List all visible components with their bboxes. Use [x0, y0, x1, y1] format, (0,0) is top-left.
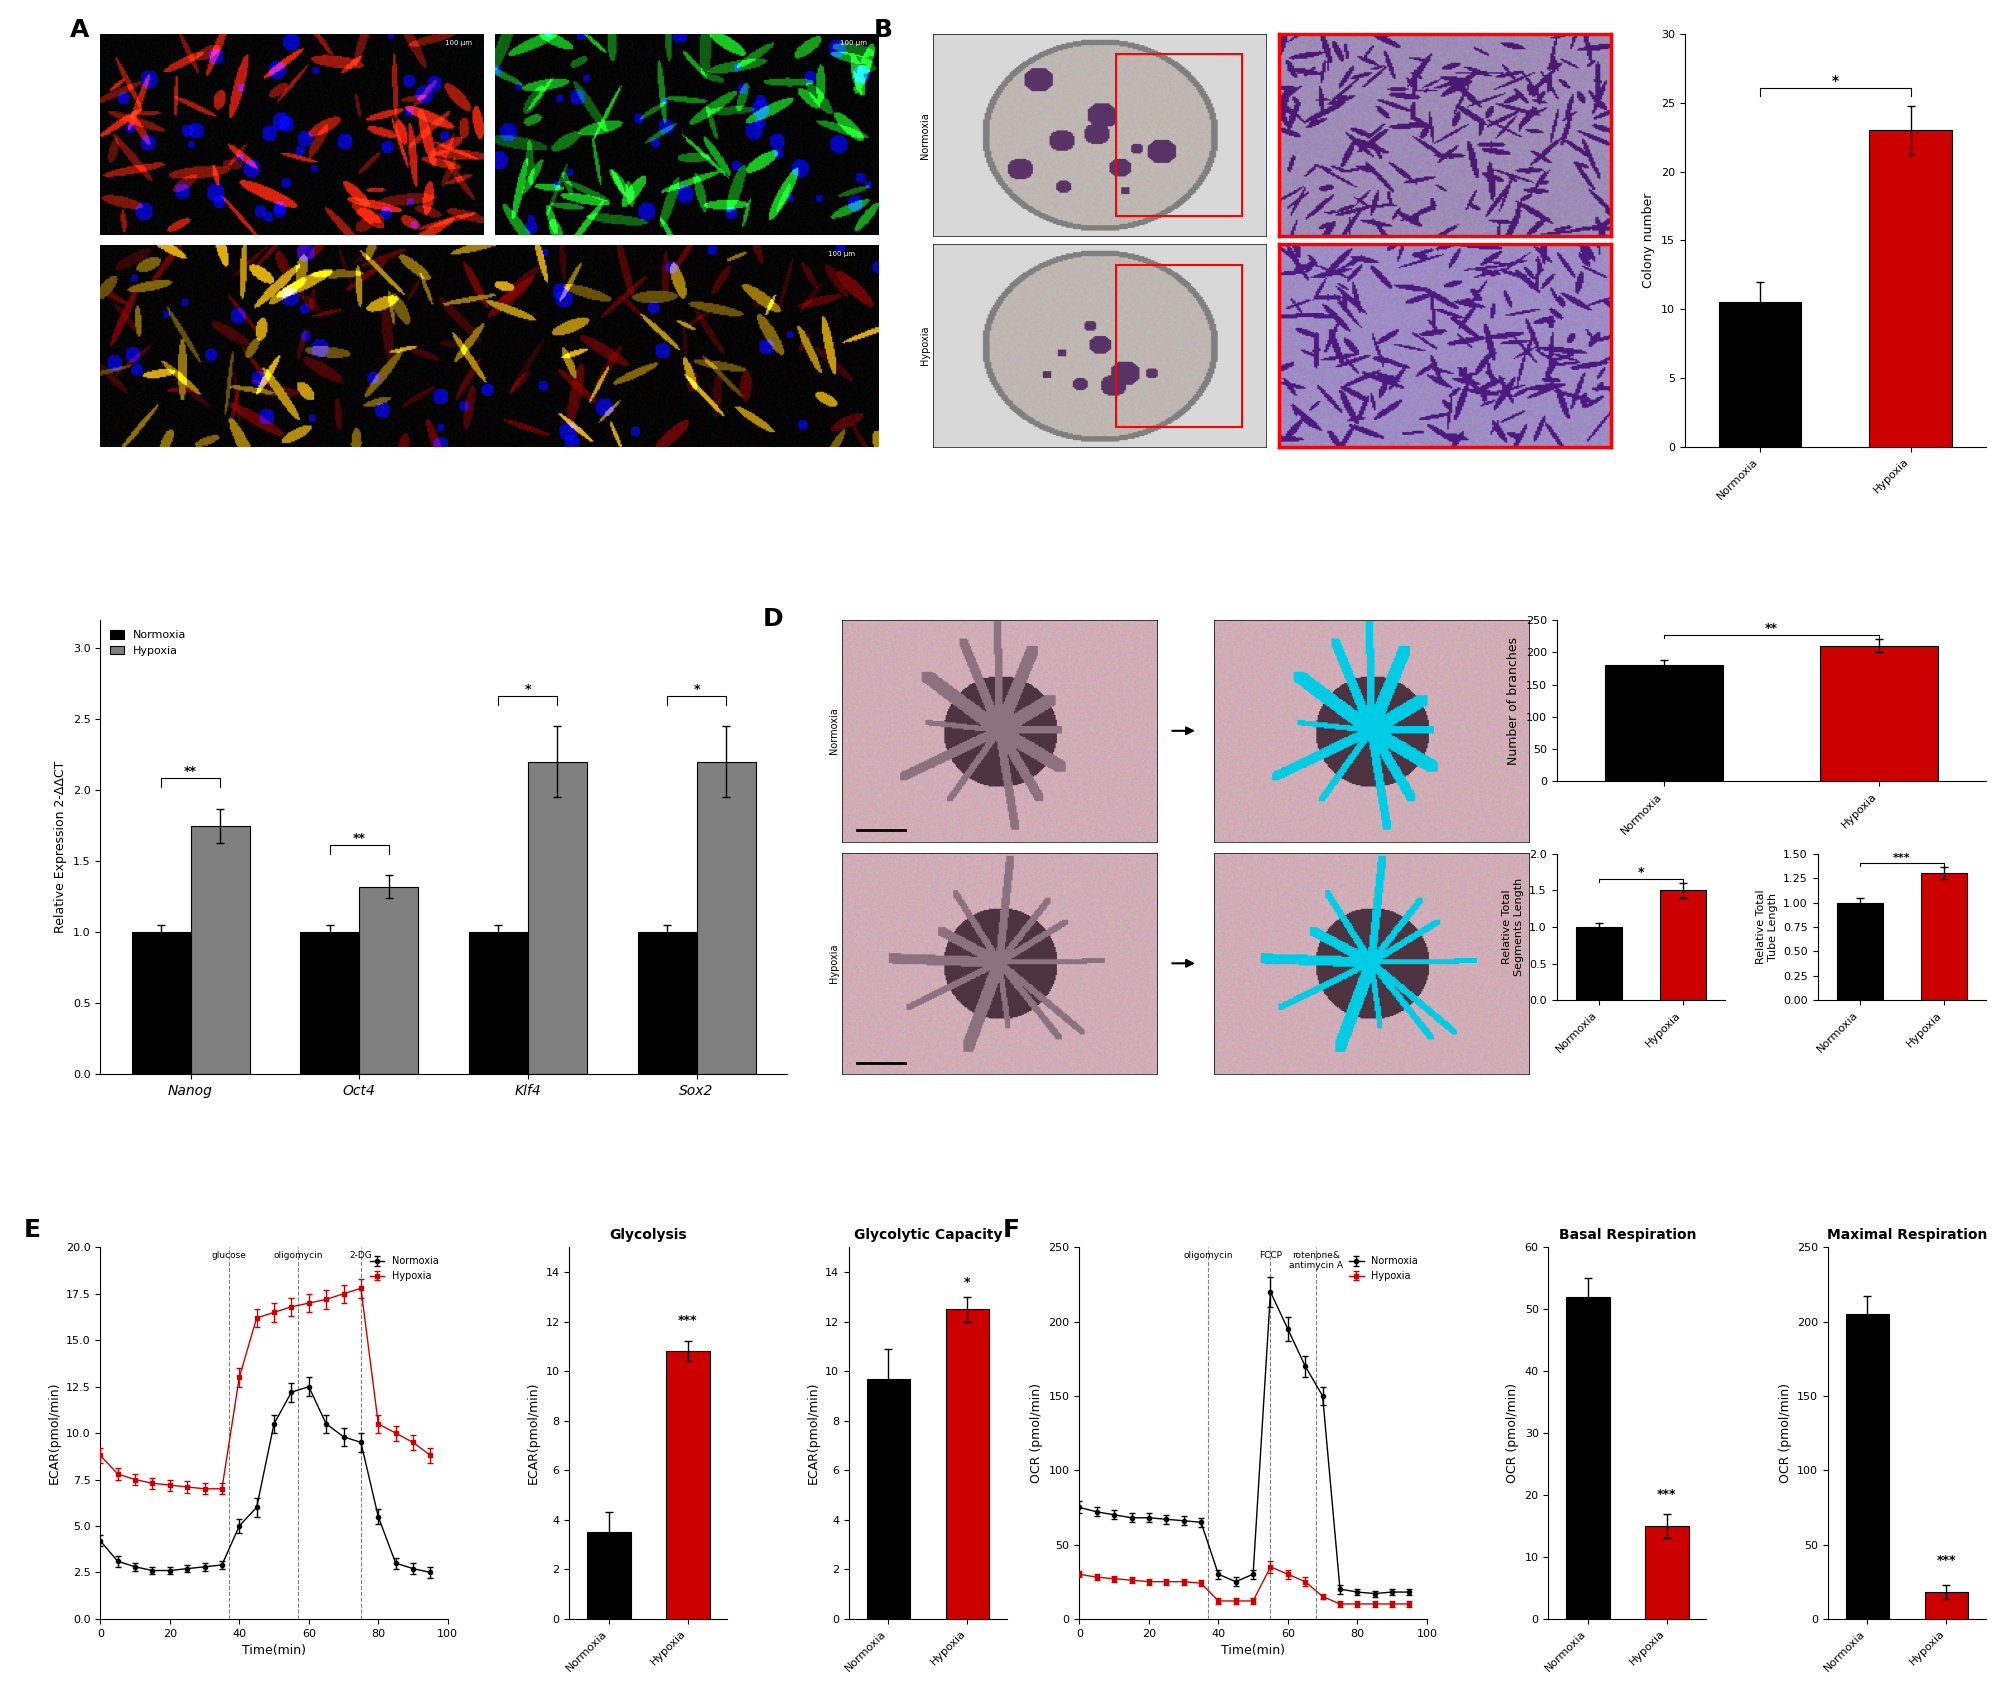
Bar	[1819, 646, 1937, 782]
X-axis label: Time(min): Time(min)	[243, 1644, 307, 1656]
Bar	[1115, 55, 1241, 216]
Bar	[1718, 302, 1800, 446]
Y-axis label: Hypoxia: Hypoxia	[828, 944, 838, 983]
Title: Glycolytic Capacity: Glycolytic Capacity	[854, 1229, 1002, 1242]
Y-axis label: ECAR(pmol/min): ECAR(pmol/min)	[527, 1382, 539, 1484]
Text: 100 μm: 100 μm	[445, 41, 471, 46]
Text: F: F	[1002, 1218, 1019, 1242]
Text: ***: ***	[1893, 854, 1909, 864]
Text: 100 μm: 100 μm	[828, 252, 854, 257]
Bar	[301, 932, 359, 1074]
Bar	[132, 932, 190, 1074]
Bar	[696, 762, 756, 1074]
Y-axis label: Relative Total
Tube Length: Relative Total Tube Length	[1754, 889, 1776, 964]
Bar	[638, 932, 696, 1074]
Text: *: *	[694, 683, 700, 697]
Text: ***: ***	[1656, 1488, 1676, 1501]
X-axis label: Time(min): Time(min)	[1221, 1644, 1285, 1656]
Title: Maximal Respiration: Maximal Respiration	[1827, 1229, 1987, 1242]
Legend: Normoxia, Hypoxia: Normoxia, Hypoxia	[106, 625, 190, 661]
Y-axis label: OCR (pmol/min): OCR (pmol/min)	[1506, 1384, 1518, 1482]
Text: *: *	[1831, 73, 1839, 87]
Y-axis label: Relative Total
Segments Length: Relative Total Segments Length	[1502, 878, 1524, 976]
Title: Glycolysis: Glycolysis	[610, 1229, 688, 1242]
Title: UEA-1/DAPI: UEA-1/DAPI	[658, 24, 714, 34]
Bar	[666, 1351, 710, 1619]
Text: B: B	[872, 19, 892, 43]
Bar	[1658, 891, 1704, 1000]
Text: rotenone&
antimycin A: rotenone& antimycin A	[1287, 1251, 1341, 1271]
Text: oligomycin: oligomycin	[1183, 1251, 1233, 1259]
Bar	[1837, 903, 1883, 1000]
Bar	[469, 932, 527, 1074]
Bar	[1919, 872, 1967, 1000]
Title: DiI-Ac-LDL/DAPI: DiI-Ac-LDL/DAPI	[253, 24, 331, 34]
Bar	[944, 1309, 988, 1619]
Bar	[587, 1532, 630, 1619]
Bar	[1115, 264, 1241, 426]
Text: **: **	[1764, 622, 1776, 636]
Text: **: **	[184, 765, 196, 779]
Bar	[1869, 131, 1951, 446]
Text: **: **	[353, 832, 365, 845]
Text: FCCP: FCCP	[1259, 1251, 1281, 1259]
Text: *: *	[1636, 866, 1644, 879]
Legend: Normoxia, Hypoxia: Normoxia, Hypoxia	[365, 1252, 443, 1285]
Y-axis label: ECAR(pmol/min): ECAR(pmol/min)	[806, 1382, 820, 1484]
Text: ***: ***	[1935, 1554, 1955, 1566]
Title: Basal Respiration: Basal Respiration	[1558, 1229, 1696, 1242]
Text: A: A	[70, 19, 88, 43]
Y-axis label: Hypoxia: Hypoxia	[920, 325, 930, 365]
Legend: Normoxia, Hypoxia: Normoxia, Hypoxia	[1345, 1252, 1422, 1285]
Y-axis label: Colony number: Colony number	[1642, 193, 1654, 288]
Bar	[1604, 665, 1722, 782]
Bar	[1644, 1527, 1688, 1619]
Text: E: E	[24, 1218, 40, 1242]
Title: Merged: Merged	[471, 235, 507, 245]
Y-axis label: OCR (pmol/min): OCR (pmol/min)	[1029, 1384, 1043, 1482]
Y-axis label: Normoxia: Normoxia	[828, 707, 838, 755]
Y-axis label: OCR (pmol/min): OCR (pmol/min)	[1778, 1384, 1790, 1482]
Bar	[190, 826, 249, 1074]
Bar	[1574, 927, 1620, 1000]
Bar	[527, 762, 587, 1074]
Text: *: *	[964, 1276, 970, 1290]
Bar	[1845, 1314, 1889, 1619]
Bar	[1923, 1592, 1967, 1619]
Bar	[866, 1379, 910, 1619]
Text: 100 μm: 100 μm	[840, 41, 866, 46]
Y-axis label: Relative Expression 2-ΔΔCT: Relative Expression 2-ΔΔCT	[54, 762, 68, 934]
Text: 2-DG: 2-DG	[349, 1251, 373, 1259]
Bar	[359, 886, 419, 1074]
Y-axis label: ECAR(pmol/min): ECAR(pmol/min)	[48, 1382, 60, 1484]
Y-axis label: Normoxia: Normoxia	[920, 112, 930, 158]
Y-axis label: Number of branches: Number of branches	[1506, 637, 1520, 765]
Text: *: *	[525, 683, 531, 697]
Text: oligomycin: oligomycin	[273, 1251, 323, 1259]
Bar	[1566, 1297, 1608, 1619]
Text: D: D	[762, 607, 784, 630]
Text: glucose: glucose	[211, 1251, 247, 1259]
Text: ***: ***	[678, 1314, 698, 1327]
